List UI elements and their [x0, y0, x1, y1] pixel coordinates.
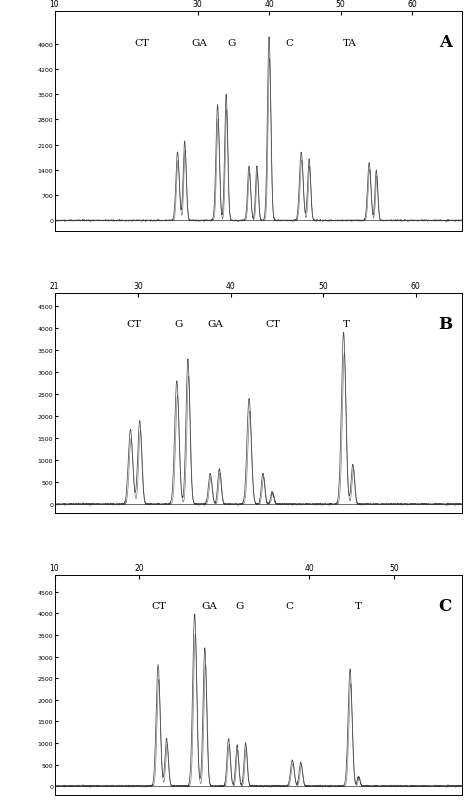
Text: C: C [285, 601, 293, 611]
Text: T: T [343, 320, 349, 329]
Text: CT: CT [127, 320, 142, 329]
Text: A: A [439, 34, 452, 51]
Text: GA: GA [201, 601, 218, 611]
Text: GA: GA [208, 320, 223, 329]
Text: G: G [236, 601, 244, 611]
Text: C: C [285, 39, 293, 48]
Text: C: C [439, 597, 452, 614]
Text: CT: CT [135, 39, 150, 48]
Text: G: G [174, 320, 183, 329]
Text: TA: TA [343, 39, 357, 48]
Text: B: B [438, 315, 452, 333]
Text: T: T [355, 601, 362, 611]
Text: CT: CT [265, 320, 280, 329]
Text: CT: CT [151, 601, 166, 611]
Text: G: G [228, 39, 236, 48]
Text: GA: GA [191, 39, 207, 48]
